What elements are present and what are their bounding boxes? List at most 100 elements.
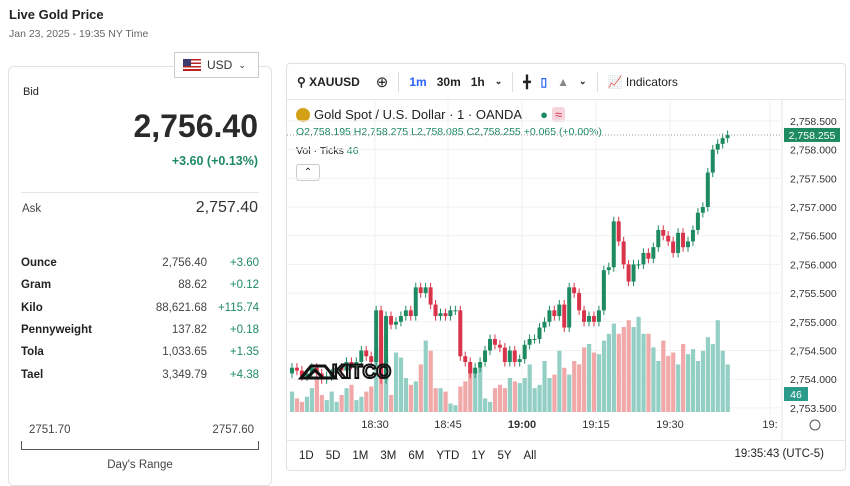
volume-bar <box>577 364 582 412</box>
unit-change: +115.74 <box>217 301 259 314</box>
volume-bar <box>393 352 399 412</box>
candle <box>433 304 438 317</box>
candle <box>354 361 359 365</box>
x-tick-label: 18:30 <box>361 419 389 431</box>
volume-bar <box>423 340 428 412</box>
range-ytd[interactable]: YTD <box>436 449 460 462</box>
candle <box>671 241 676 253</box>
unit-row: Gram 88.62 +0.12 <box>21 279 259 301</box>
volume-bar <box>374 347 379 412</box>
candlestick-icon[interactable]: ▯ <box>540 74 548 89</box>
interval-1h[interactable]: 1h <box>470 74 485 89</box>
candle <box>364 350 369 357</box>
volume-bar <box>458 386 463 412</box>
volume-bar <box>542 361 547 412</box>
range-5y[interactable]: 5Y <box>497 449 512 462</box>
unit-price: 3,349.79 <box>162 368 207 381</box>
candle <box>448 310 453 317</box>
range-6m[interactable]: 6M <box>408 449 425 462</box>
add-symbol-icon[interactable]: ⊕ <box>375 73 389 91</box>
volume-legend: Vol · Ticks 46 <box>296 145 359 157</box>
y-tick-label: 2,757.000 <box>790 202 837 214</box>
volume-bar <box>606 333 611 412</box>
range-high: 2757.60 <box>212 424 254 436</box>
volume-bar <box>398 357 404 412</box>
candle <box>463 356 468 362</box>
unit-name: Kilo <box>21 301 43 314</box>
volume-bar <box>463 381 468 412</box>
candle <box>413 287 418 317</box>
chevron-down-icon[interactable]: ⌄ <box>494 76 503 86</box>
currency-select[interactable]: USD ⌄ <box>174 52 259 78</box>
unit-change: +4.38 <box>229 368 259 381</box>
range-all[interactable]: All <box>523 449 537 462</box>
volume-bar <box>646 333 651 412</box>
volume-bar <box>408 384 413 412</box>
candle <box>537 327 542 340</box>
symbol-search[interactable]: ⚲ XAUUSD <box>297 74 360 89</box>
candle <box>423 287 428 294</box>
unit-row: Kilo 88,621.68 +115.74 <box>21 302 259 324</box>
y-tick-label: 2,754.000 <box>790 374 837 386</box>
volume-bar <box>369 386 374 412</box>
candle <box>438 313 443 317</box>
candle <box>349 361 354 365</box>
candle <box>636 264 641 266</box>
volume-bar <box>532 388 537 412</box>
chevron-down-icon[interactable]: ⌄ <box>579 76 587 86</box>
volume-bar <box>492 388 498 412</box>
y-tick-label: 2,756.500 <box>790 231 837 243</box>
range-1d[interactable]: 1D <box>299 449 314 462</box>
candle <box>631 264 636 282</box>
unit-price: 88,621.68 <box>155 301 207 314</box>
page-title: Live Gold Price <box>9 7 104 22</box>
candle <box>695 212 700 230</box>
area-chart-icon[interactable]: ▲ <box>557 74 570 89</box>
volume-bar <box>448 403 453 412</box>
collapse-legend-button[interactable]: ⌃ <box>296 164 320 181</box>
chart-clock: 19:35:43 (UTC-5) <box>734 448 824 460</box>
range-1y[interactable]: 1Y <box>471 449 486 462</box>
volume-bar <box>522 378 527 412</box>
volume-bar <box>547 378 552 412</box>
unit-change: +0.18 <box>229 323 259 336</box>
volume-bar <box>686 354 691 412</box>
interval-30m[interactable]: 30m <box>436 74 461 89</box>
volume-bar <box>725 364 730 412</box>
unit-change: +0.12 <box>229 279 259 292</box>
candle <box>403 310 408 317</box>
indicators-button[interactable]: 📈 Indicators <box>607 74 678 89</box>
us-flag-icon <box>183 59 201 71</box>
candle <box>512 350 517 362</box>
x-tick-label: 18:45 <box>434 419 462 431</box>
candle <box>294 367 299 371</box>
interval-1m[interactable]: 1m <box>409 74 427 89</box>
unit-row: Tola 1,033.65 +1.35 <box>21 346 259 368</box>
volume-bar <box>483 398 488 412</box>
candle <box>690 229 695 242</box>
candle <box>398 316 403 322</box>
settings-icon[interactable] <box>809 419 821 431</box>
candle <box>616 221 621 242</box>
range-1m[interactable]: 1M <box>352 449 369 462</box>
candle <box>369 356 374 362</box>
candle <box>626 264 631 282</box>
unit-name: Tola <box>21 346 44 359</box>
x-tick-label: 19:00 <box>508 419 536 431</box>
volume-bar <box>527 364 532 412</box>
bar-chart-icon[interactable]: ╋ <box>523 74 531 89</box>
candle <box>582 310 587 322</box>
volume-bar <box>433 388 438 412</box>
volume-bar <box>354 400 359 412</box>
range-5d[interactable]: 5D <box>325 449 341 462</box>
range-3m[interactable]: 3M <box>380 449 397 462</box>
volume-bar <box>596 354 602 412</box>
candle <box>651 247 656 259</box>
volume-bar <box>319 395 324 412</box>
volume-bar <box>656 361 661 412</box>
price-chart[interactable]: 2,758.500 2,758.000 2,757.500 2,757.000 2,75… <box>287 100 845 440</box>
volume-bar <box>695 361 701 412</box>
candle <box>497 344 502 348</box>
candle <box>720 138 725 144</box>
volume-bar <box>403 378 409 412</box>
